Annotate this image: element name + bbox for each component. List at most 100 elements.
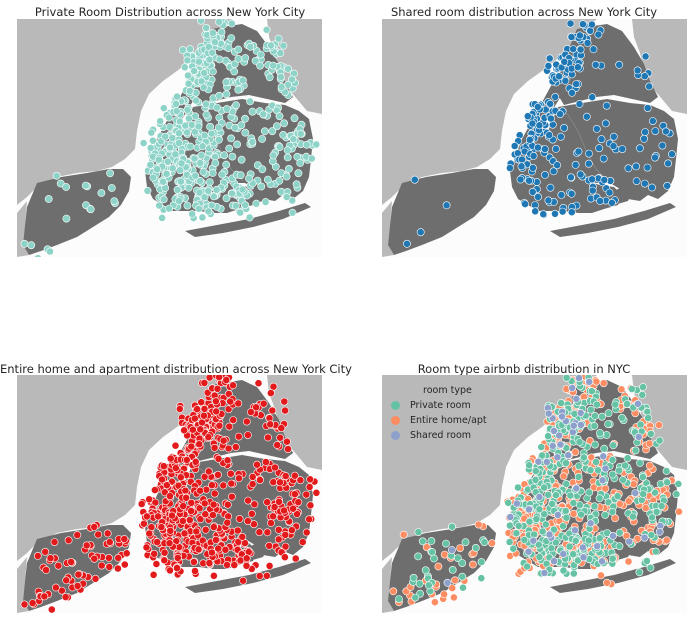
- chart-panel-entire: Entire home and apartment distribution a…: [0, 355, 352, 615]
- scatter-point-private-room: [296, 129, 305, 138]
- scatter-point-private-room: [165, 123, 174, 131]
- scatter-point-private-room: [414, 528, 423, 536]
- scatter-point-private-room: [642, 557, 651, 565]
- scatter-point-entire-home: [242, 417, 251, 426]
- scatter-point-entire-home: [58, 586, 66, 595]
- scatter-point-shared-room: [572, 394, 581, 403]
- scatter-point-entire-home: [282, 437, 291, 446]
- scatter-point-private-room: [538, 451, 546, 460]
- scatter-point-shared-room: [540, 568, 549, 577]
- scatter-point-entire-home: [33, 551, 42, 560]
- scatter-point-private-room: [274, 34, 283, 43]
- scatter-point-private-room: [198, 213, 207, 222]
- scatter-point-private-room: [275, 143, 284, 152]
- scatter-point-shared-room: [592, 125, 601, 133]
- scatter-point-entire-home: [173, 564, 181, 572]
- scatter-point-private-room: [158, 213, 166, 222]
- scatter-point-private-room: [175, 129, 183, 138]
- scatter-point-entire-home: [223, 500, 232, 509]
- scatter-point-private-room: [609, 441, 618, 450]
- scatter-point-entire-home: [262, 571, 271, 580]
- scatter-point-entire-home: [158, 475, 166, 484]
- scatter-point-private-room: [202, 110, 211, 119]
- scatter-point-private-room: [256, 50, 265, 59]
- scatter-point-entire-home: [293, 510, 301, 518]
- scatter-point-private-room: [307, 154, 316, 163]
- scatter-point-entire-home: [168, 511, 176, 520]
- scatter-point-private-room: [279, 41, 288, 50]
- scatter-point-shared-room: [561, 76, 570, 85]
- scatter-point-private-room: [590, 502, 599, 511]
- scatter-point-private-room: [248, 107, 257, 116]
- scatter-point-entire-home: [252, 403, 260, 412]
- scatter-point-private-room: [586, 466, 595, 475]
- scatter-point-private-room: [282, 172, 291, 181]
- scatter-point-entire-home: [422, 543, 431, 552]
- legend-label: Private room: [410, 400, 471, 411]
- scatter-point-private-room: [267, 41, 275, 50]
- scatter-point-shared-room: [587, 20, 596, 29]
- scatter-point-entire-home: [222, 376, 231, 384]
- scatter-point-entire-home: [281, 472, 290, 480]
- scatter-point-entire-home: [157, 523, 166, 532]
- scatter-point-entire-home: [103, 529, 112, 538]
- scatter-point-private-room: [208, 67, 217, 76]
- scatter-point-private-room: [143, 186, 152, 195]
- scatter-point-entire-home: [229, 381, 237, 390]
- scatter-point-shared-room: [546, 114, 555, 123]
- scatter-point-private-room: [647, 531, 656, 539]
- scatter-point-shared-room: [553, 161, 562, 170]
- scatter-point-entire-home: [274, 535, 283, 544]
- legend-label: Entire home/apt: [410, 415, 487, 426]
- scatter-point-entire-home: [209, 500, 218, 509]
- scatter-point-entire-home: [215, 375, 223, 382]
- legend-item-entire-home: Entire home/apt: [387, 413, 487, 428]
- scatter-point-private-room: [215, 91, 224, 100]
- scatter-point-private-room: [200, 131, 209, 140]
- scatter-point-entire-home: [645, 461, 654, 470]
- scatter-point-private-room: [415, 579, 424, 588]
- scatter-point-shared-room: [546, 183, 555, 192]
- scatter-point-entire-home: [42, 566, 50, 574]
- scatter-point-shared-room: [512, 499, 521, 508]
- scatter-point-private-room: [631, 446, 640, 455]
- scatter-point-private-room: [608, 470, 617, 479]
- scatter-point-entire-home: [195, 504, 204, 513]
- scatter-point-private-room: [177, 159, 186, 168]
- scatter-point-entire-home: [243, 431, 252, 439]
- scatter-point-entire-home: [105, 538, 114, 546]
- scatter-point-shared-room: [572, 484, 581, 493]
- scatter-point-private-room: [207, 129, 216, 138]
- scatter-point-private-room: [148, 136, 157, 145]
- scatter-point-shared-room: [448, 546, 456, 554]
- scatter-point-entire-home: [207, 481, 216, 490]
- scatter-point-private-room: [211, 159, 220, 167]
- scatter-point-entire-home: [488, 539, 496, 548]
- scatter-point-shared-room: [549, 167, 558, 176]
- scatter-point-entire-home: [46, 554, 55, 563]
- scatter-point-private-room: [312, 140, 321, 149]
- scatter-point-private-room: [282, 193, 291, 201]
- scatter-point-private-room: [258, 165, 267, 174]
- scatter-point-shared-room: [528, 187, 537, 196]
- scatter-point-private-room: [548, 499, 556, 508]
- scatter-point-private-room: [531, 476, 540, 484]
- scatter-point-entire-home: [221, 545, 230, 554]
- scatter-point-private-room: [595, 534, 604, 543]
- scatter-point-private-room: [202, 100, 210, 109]
- scatter-point-shared-room: [571, 160, 580, 169]
- scatter-point-private-room: [52, 171, 61, 180]
- scatter-point-entire-home: [273, 441, 282, 449]
- scatter-point-entire-home: [145, 529, 154, 538]
- scatter-point-entire-home: [234, 399, 243, 408]
- scatter-point-shared-room: [607, 198, 616, 207]
- scatter-point-shared-room: [648, 183, 656, 192]
- scatter-point-entire-home: [171, 464, 180, 472]
- scatter-point-private-room: [477, 574, 486, 583]
- scatter-point-entire-home: [254, 379, 263, 388]
- scatter-point-private-room: [198, 142, 207, 151]
- scatter-point-entire-home: [20, 600, 29, 609]
- scatter-point-private-room: [175, 139, 183, 147]
- scatter-point-entire-home: [255, 572, 264, 580]
- scatter-point-private-room: [222, 160, 231, 169]
